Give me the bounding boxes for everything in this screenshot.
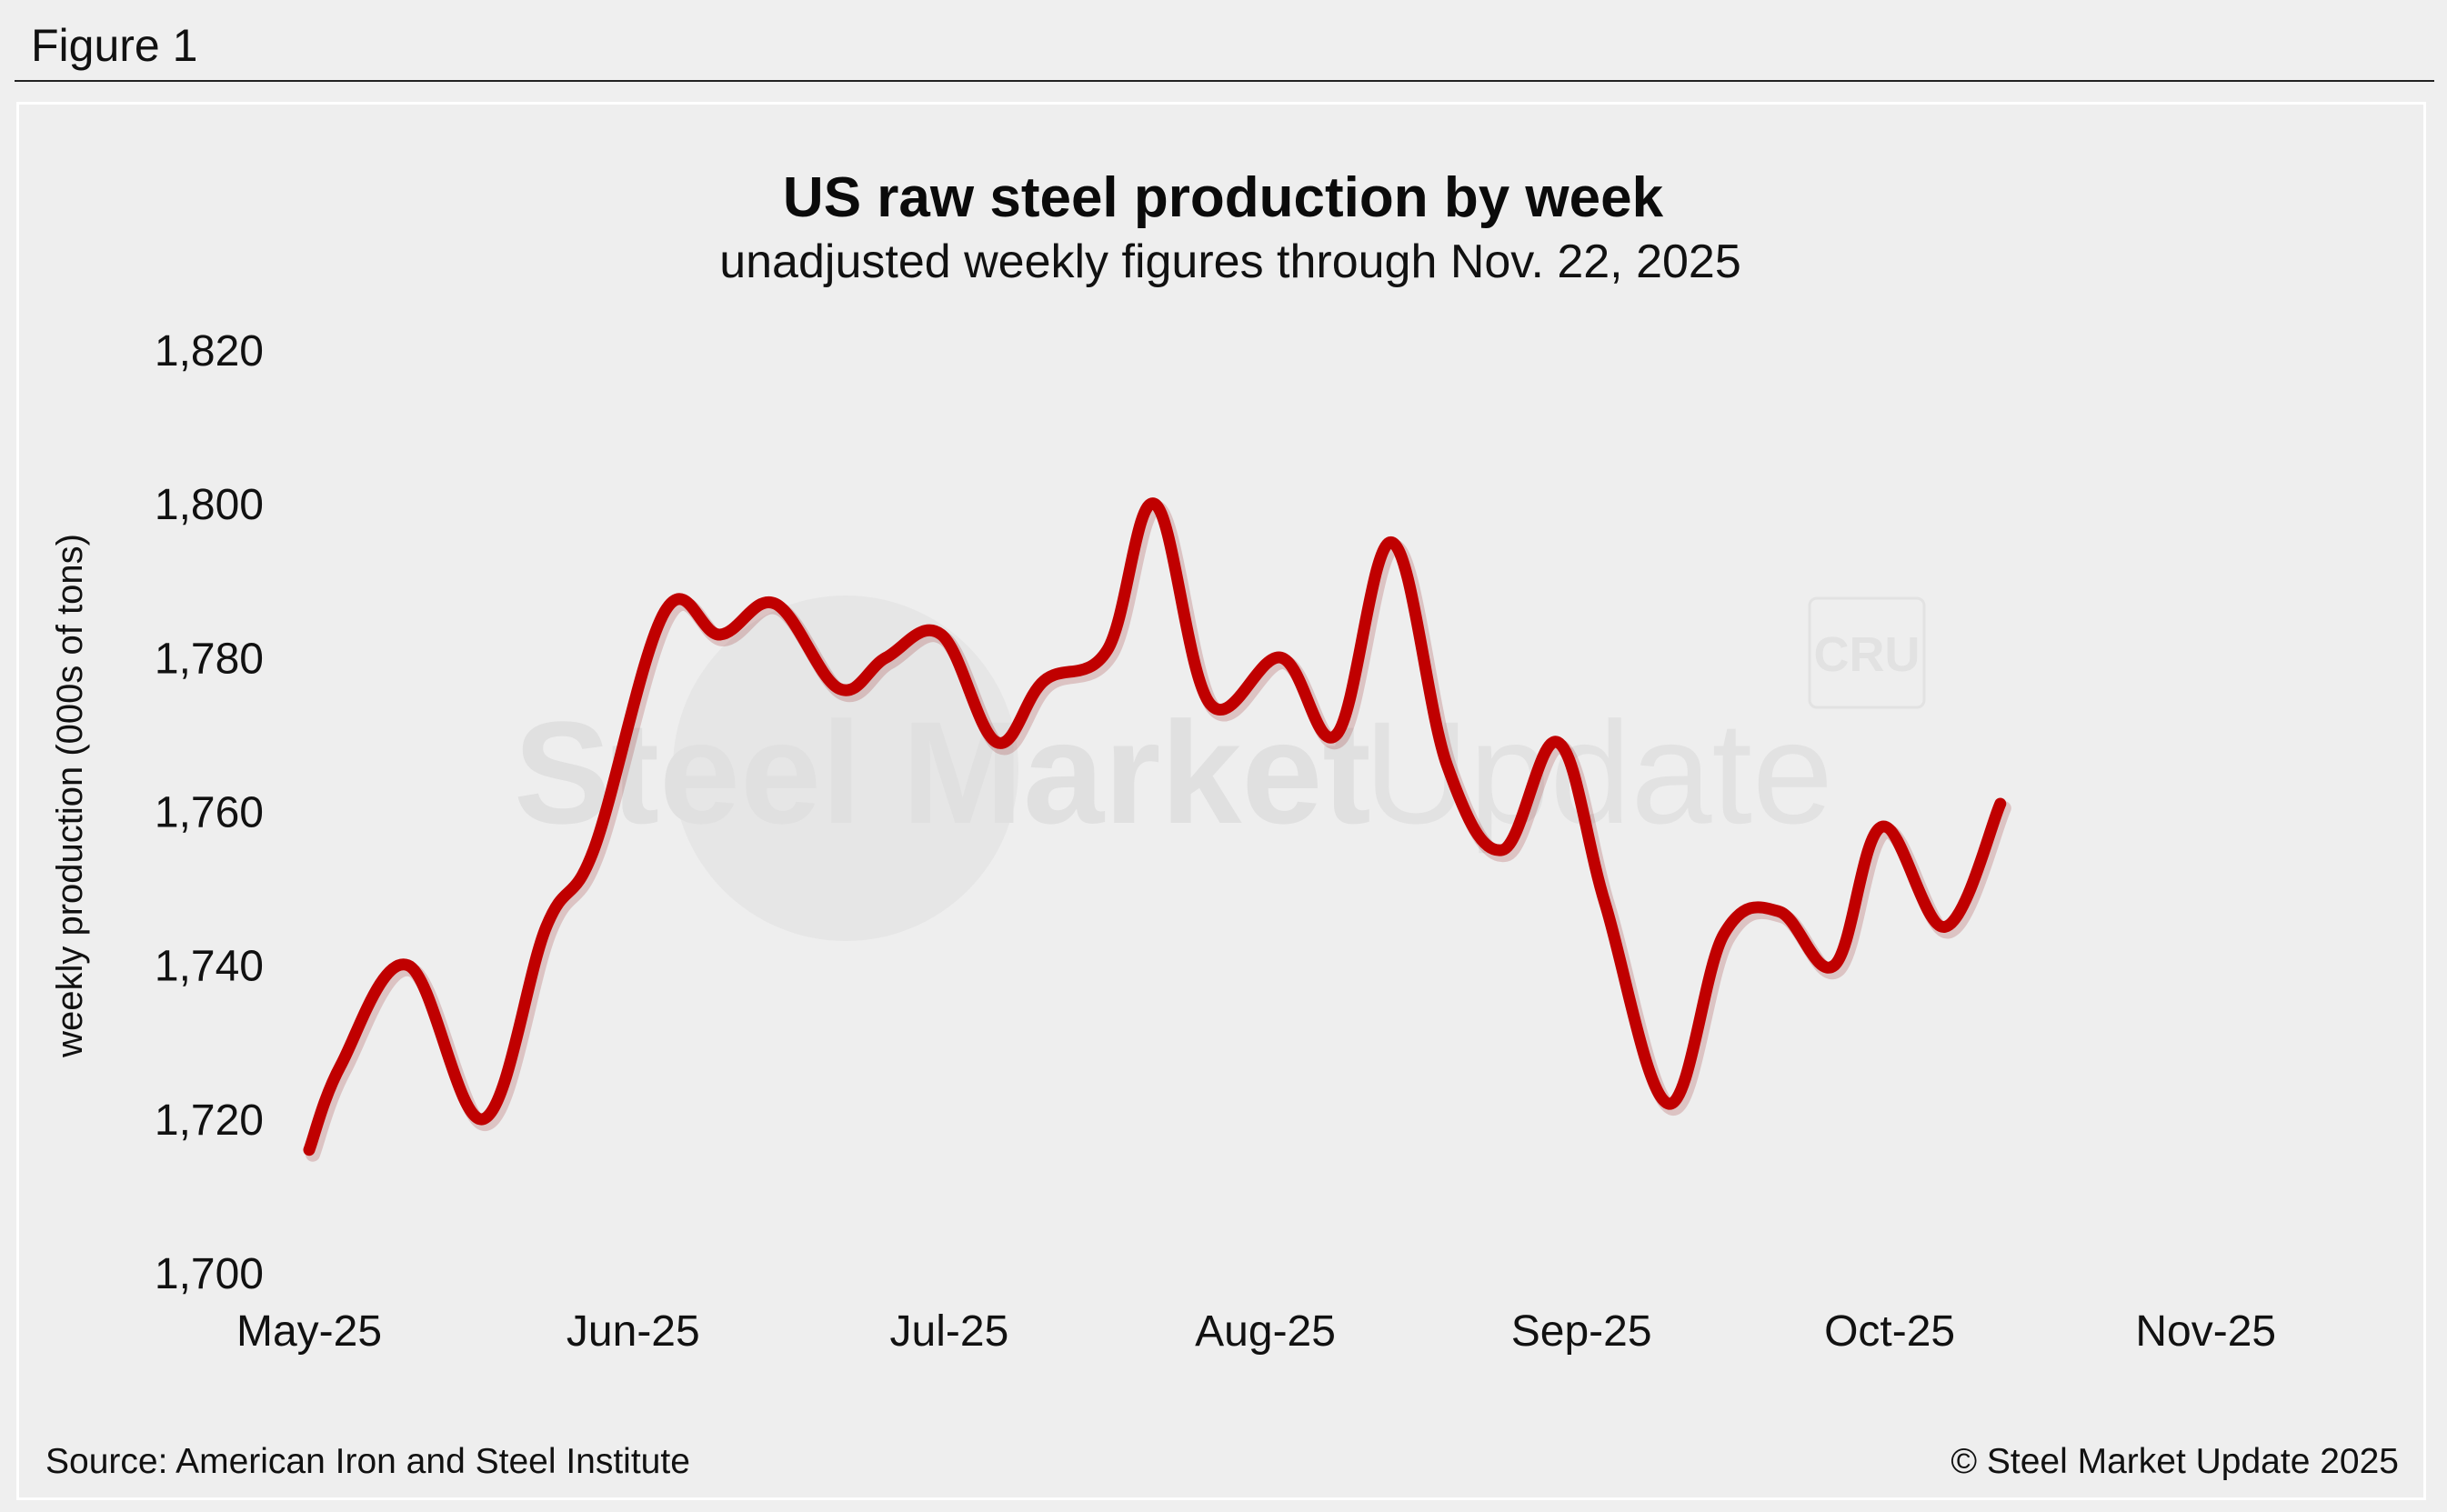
- watermark: Steel Market Update CRU: [514, 596, 1926, 941]
- y-tick-label: 1,720: [155, 1096, 264, 1145]
- data-point: [1666, 1101, 1671, 1106]
- data-point: [591, 847, 597, 853]
- data-point: [994, 739, 999, 745]
- data-point: [1555, 739, 1560, 745]
- chart-subtitle: unadjusted weekly figures through Nov. 2…: [719, 235, 1741, 288]
- data-point: [1942, 924, 1948, 929]
- data-point: [1041, 678, 1047, 684]
- x-tick-label: May-25: [236, 1307, 382, 1356]
- data-point: [1831, 963, 1837, 968]
- x-tick-label: Aug-25: [1195, 1307, 1336, 1356]
- data-point: [883, 655, 888, 660]
- data-point: [1879, 824, 1884, 829]
- header-divider: [15, 80, 2434, 82]
- x-tick-label: Jul-25: [890, 1307, 1009, 1356]
- cru-logo-text: CRU: [1814, 627, 1920, 682]
- data-point: [1152, 501, 1158, 506]
- data-point: [1208, 701, 1213, 706]
- data-point: [1279, 655, 1284, 660]
- copyright-note: © Steel Market Update 2025: [1951, 1442, 2399, 1481]
- figure-label: Figure 1: [31, 20, 198, 71]
- data-point: [836, 686, 841, 691]
- chart-panel: [16, 102, 2426, 1500]
- y-tick-label: 1,780: [155, 635, 264, 683]
- data-point: [1776, 909, 1781, 915]
- x-tick-label: Nov-25: [2135, 1307, 2276, 1356]
- source-note: Source: American Iron and Steel Institut…: [45, 1442, 690, 1481]
- y-tick-label: 1,700: [155, 1250, 264, 1298]
- data-point: [717, 632, 723, 637]
- data-point: [1998, 801, 2003, 806]
- y-axis-ticks: 1,700 1,720 1,740 1,760 1,780 1,800 1,820: [155, 327, 264, 1298]
- data-point: [938, 632, 944, 637]
- series-line: [303, 497, 2007, 1157]
- data-point: [1602, 901, 1608, 906]
- data-point: [773, 601, 778, 606]
- y-tick-label: 1,800: [155, 481, 264, 529]
- data-point: [406, 963, 411, 968]
- data-point: [1499, 847, 1505, 853]
- y-tick-label: 1,760: [155, 789, 264, 837]
- data-point: [1105, 647, 1110, 653]
- data-point: [338, 1063, 344, 1068]
- data-point: [1444, 763, 1449, 768]
- data-point: [1334, 732, 1339, 737]
- x-tick-label: Oct-25: [1824, 1307, 1955, 1356]
- x-tick-label: Sep-25: [1511, 1307, 1652, 1356]
- data-point: [1389, 540, 1395, 546]
- x-axis-ticks: May-25 Jun-25 Jul-25 Aug-25 Sep-25 Oct-25 Nov-…: [236, 1307, 2276, 1356]
- data-point: [662, 609, 667, 615]
- watermark-swoosh-icon: [673, 596, 1018, 941]
- y-tick-label: 1,820: [155, 327, 264, 375]
- y-axis-label: weekly production (000s of tons): [50, 534, 90, 1058]
- data-point: [544, 924, 549, 929]
- data-point: [306, 1147, 312, 1153]
- cru-logo-icon: [1808, 596, 1926, 709]
- data-point: [1721, 932, 1727, 937]
- chart-title: US raw steel production by week: [783, 166, 1664, 229]
- watermark-brand-bold: Steel Market: [514, 691, 1371, 854]
- x-tick-label: Jun-25: [567, 1307, 700, 1356]
- data-point: [480, 1116, 486, 1122]
- y-tick-label: 1,740: [155, 943, 264, 991]
- watermark-brand-light: Update: [1364, 691, 1833, 854]
